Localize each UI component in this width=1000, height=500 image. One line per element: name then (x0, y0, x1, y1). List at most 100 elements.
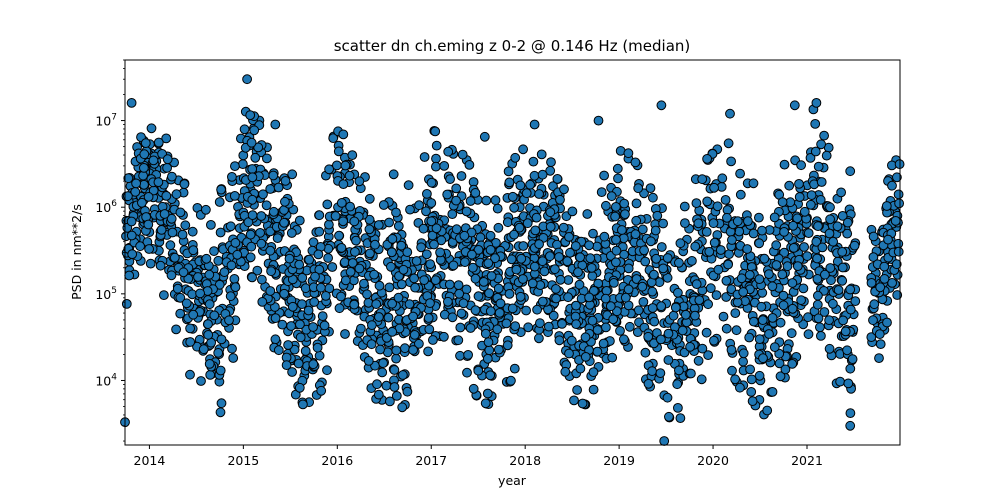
data-point (601, 322, 611, 333)
data-point (265, 226, 276, 237)
data-point (366, 339, 377, 350)
data-point (601, 200, 611, 211)
data-point (837, 211, 848, 221)
data-point (630, 229, 641, 240)
data-point (518, 241, 529, 251)
data-point (694, 295, 705, 306)
data-point (767, 387, 778, 397)
data-point (746, 374, 757, 385)
data-point (879, 261, 890, 272)
data-point (588, 367, 599, 378)
data-point (577, 398, 588, 409)
data-point (215, 227, 226, 238)
data-point (381, 380, 392, 391)
data-point (409, 273, 420, 284)
data-point (675, 413, 686, 424)
data-point (828, 236, 838, 247)
data-point (518, 274, 528, 284)
data-point (658, 263, 669, 274)
data-point (364, 224, 375, 235)
data-point (424, 324, 435, 335)
data-point (598, 338, 609, 349)
data-point (811, 236, 822, 247)
data-point (777, 197, 788, 208)
data-point (410, 282, 421, 293)
data-point (670, 302, 681, 313)
data-point (480, 328, 491, 339)
data-point (209, 310, 220, 321)
data-point (475, 232, 486, 243)
data-point (459, 230, 470, 241)
data-point (580, 332, 591, 343)
data-point (270, 119, 281, 130)
data-point (266, 266, 277, 277)
data-point (726, 345, 737, 355)
data-point (509, 229, 519, 240)
data-point (162, 163, 173, 173)
data-point (447, 209, 458, 220)
data-point (431, 161, 441, 172)
data-point (226, 260, 237, 271)
data-point (817, 242, 828, 253)
data-point (303, 305, 314, 316)
data-point (284, 253, 295, 264)
data-point (249, 125, 260, 136)
data-point (270, 334, 281, 345)
data-point (736, 273, 747, 284)
data-point (709, 182, 719, 193)
data-point (539, 266, 550, 277)
data-point (494, 308, 505, 318)
x-tick-label: 2016 (321, 453, 353, 468)
data-point (821, 150, 832, 161)
data-point (484, 288, 495, 299)
data-point (645, 183, 656, 194)
data-point (623, 148, 634, 159)
data-point (396, 240, 407, 251)
data-point (812, 253, 822, 264)
data-point (374, 280, 385, 291)
data-point (458, 298, 469, 309)
data-point (166, 270, 177, 281)
data-point (875, 339, 886, 350)
data-point (256, 211, 267, 221)
data-point (336, 198, 347, 208)
data-point (391, 353, 402, 364)
data-point (123, 173, 134, 184)
data-point (431, 153, 441, 164)
data-point (543, 321, 554, 332)
data-point (443, 146, 454, 157)
data-point (734, 226, 745, 237)
data-point (448, 260, 459, 271)
data-point (615, 326, 625, 336)
data-point (758, 353, 768, 364)
data-point (690, 241, 701, 252)
data-point (460, 257, 470, 268)
data-point (794, 179, 804, 189)
data-point (504, 289, 515, 299)
data-point (126, 230, 137, 241)
data-point (701, 227, 712, 237)
data-point (613, 173, 623, 184)
data-point (273, 345, 284, 356)
data-point (647, 303, 658, 313)
data-point (727, 365, 737, 376)
data-point (359, 278, 369, 289)
data-point (131, 178, 142, 189)
data-point (824, 343, 835, 354)
data-point (574, 279, 585, 290)
data-point (633, 183, 644, 194)
data-point (534, 189, 544, 199)
data-point (608, 314, 619, 325)
data-point (319, 320, 330, 331)
data-point (632, 327, 643, 338)
data-point (564, 232, 574, 242)
data-point (414, 200, 425, 211)
data-point (369, 269, 380, 280)
data-point (135, 241, 146, 252)
data-point (674, 365, 684, 376)
data-point (675, 238, 686, 249)
data-point (185, 323, 196, 334)
data-point (771, 240, 782, 251)
data-point (693, 218, 704, 229)
data-point (640, 347, 651, 358)
